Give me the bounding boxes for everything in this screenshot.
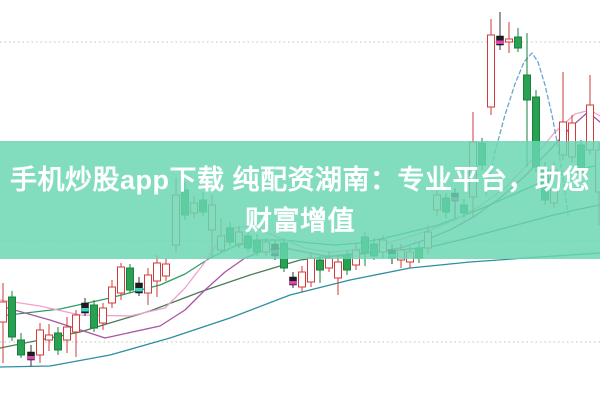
banner-text-line-1: 手机炒股app下载 纯配资湖南：专业平台，助您 — [9, 165, 590, 195]
banner-text-line-2: 财富增值 — [245, 206, 355, 236]
ad-banner-overlay[interactable]: 手机炒股app下载 纯配资湖南：专业平台，助您 财富增值 — [0, 141, 600, 259]
